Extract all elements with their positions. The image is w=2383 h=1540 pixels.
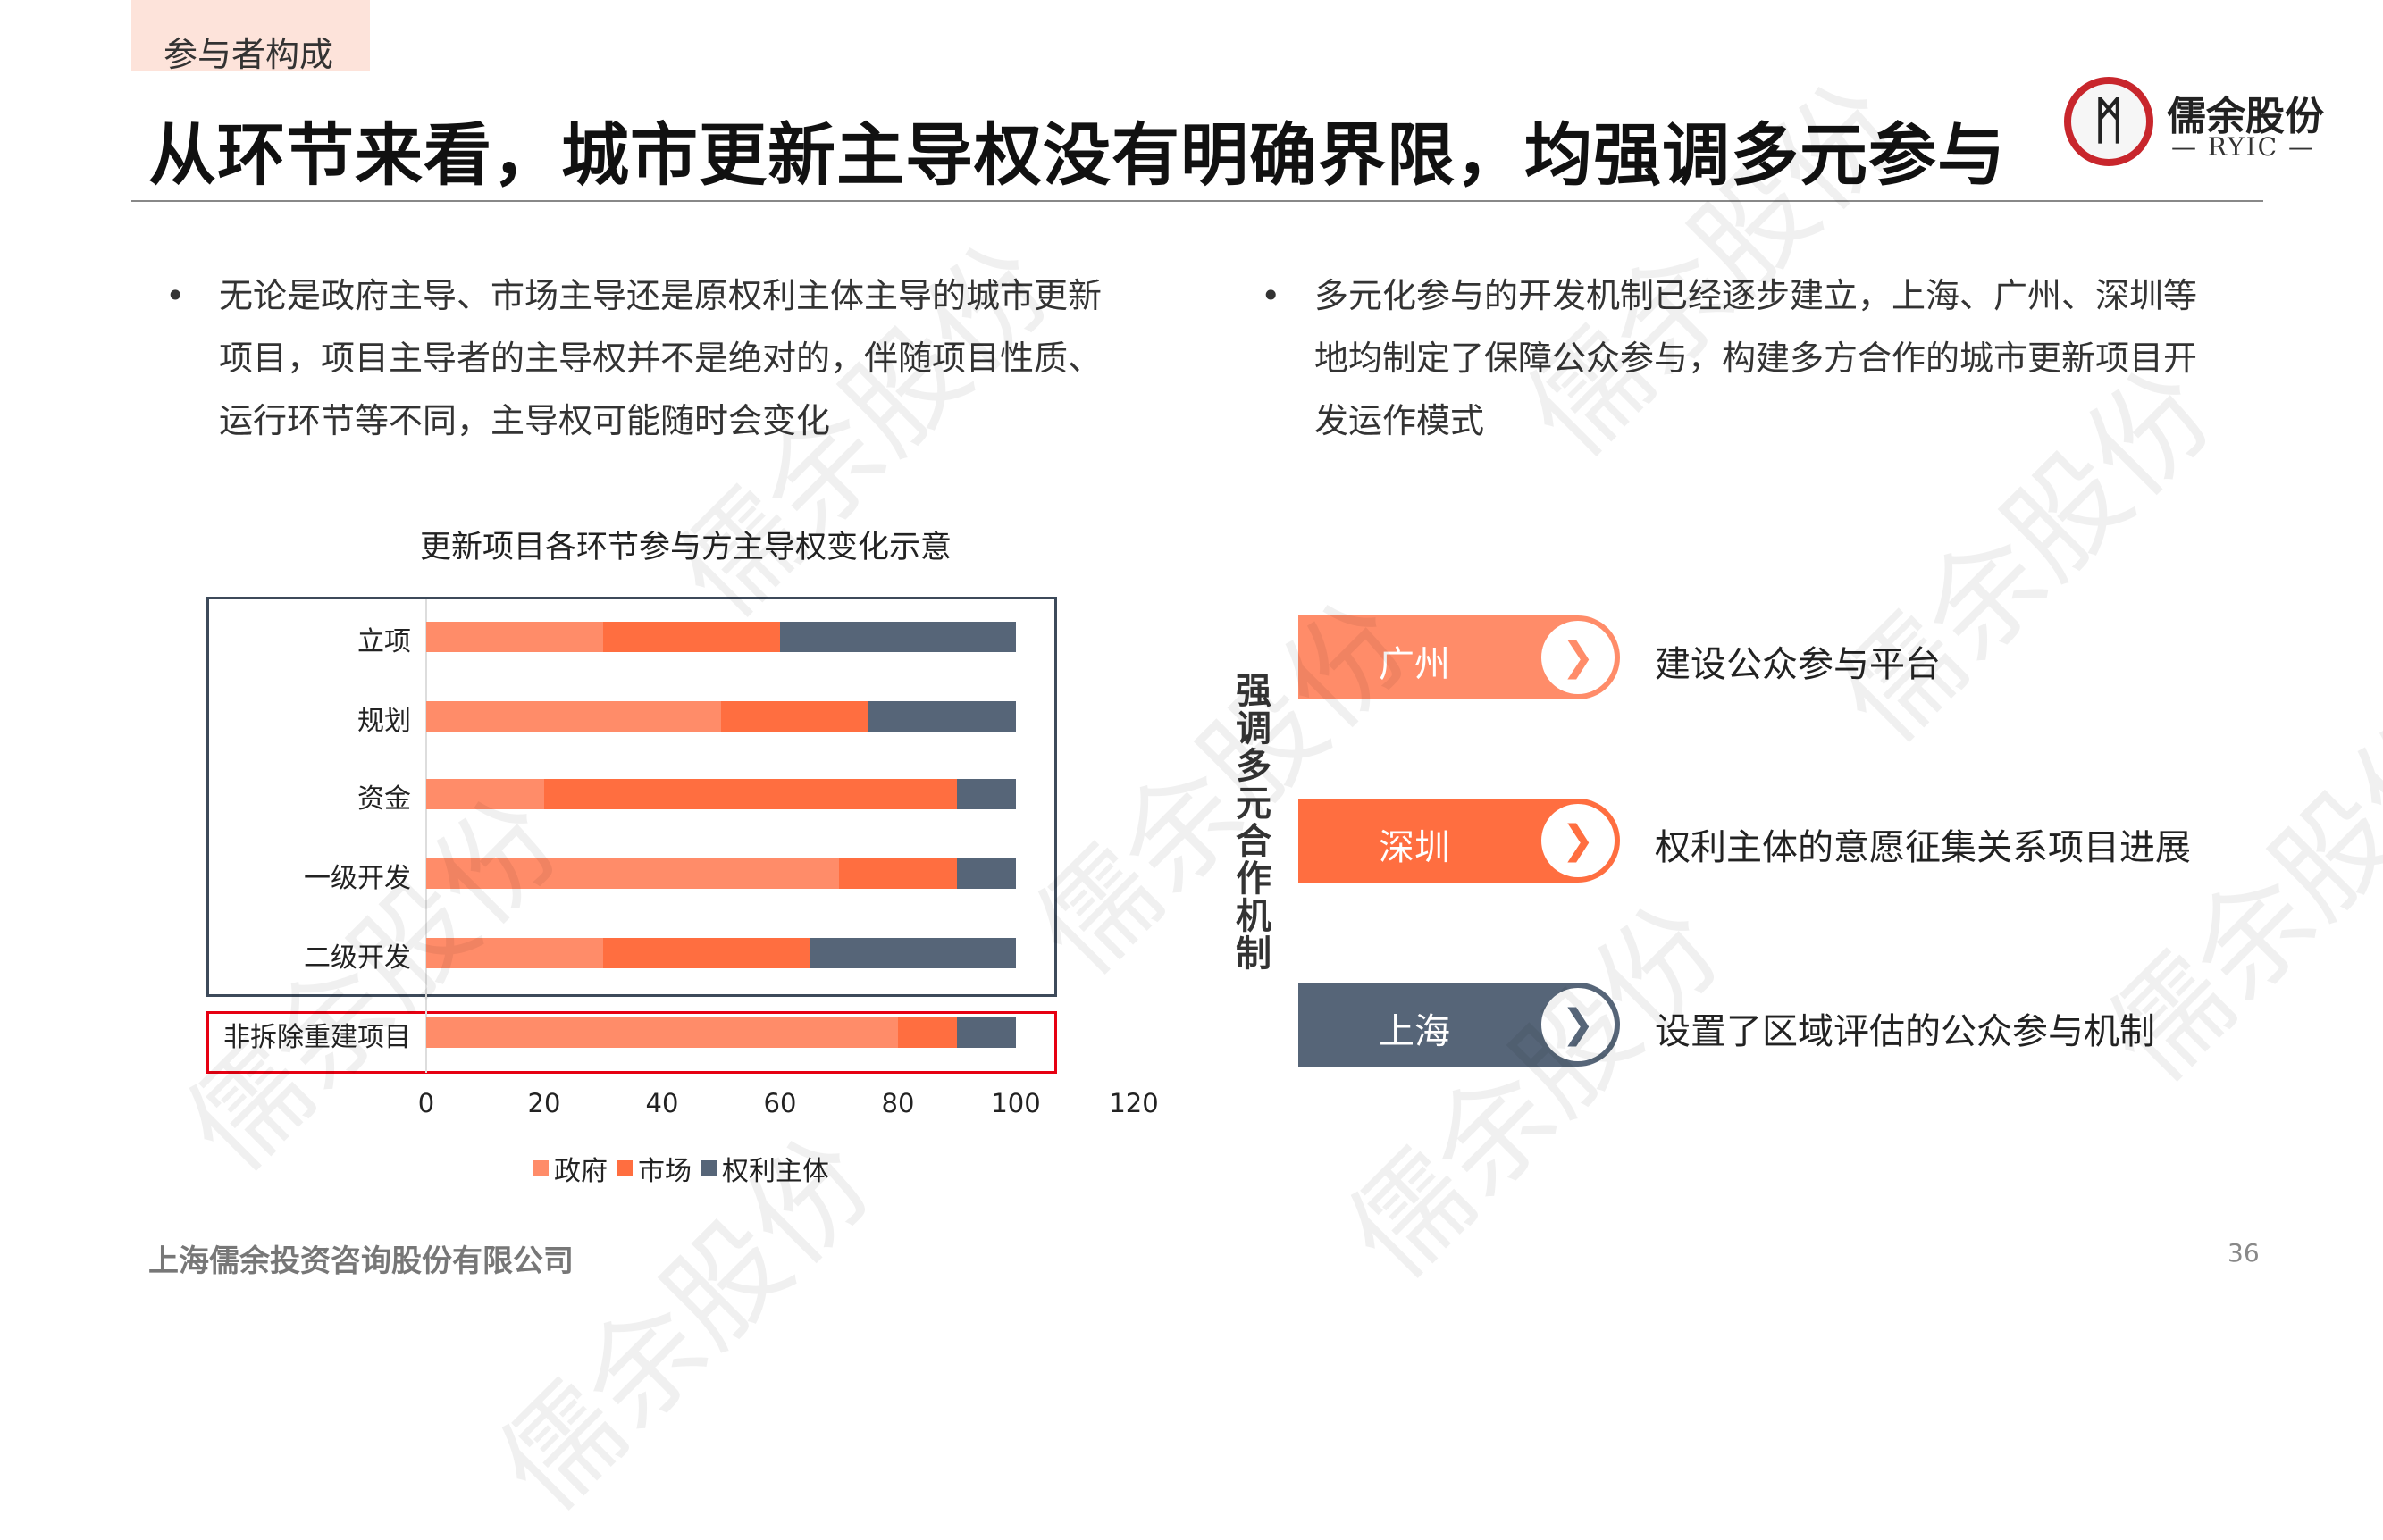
- x-tick-label: 80: [881, 1088, 915, 1118]
- mechanism-description: 建设公众参与平台: [1655, 644, 1941, 685]
- logo-subtitle: — RYIC —: [2171, 132, 2315, 162]
- y-axis-line: [425, 599, 427, 1073]
- city-label: 广州: [1379, 644, 1450, 685]
- x-tick-label: 20: [527, 1088, 561, 1118]
- footer-company: 上海儒余投资咨询股份有限公司: [148, 1243, 574, 1279]
- page-number: 36: [2228, 1238, 2260, 1268]
- legend-label: 权利主体: [722, 1156, 829, 1187]
- city-pill-1[interactable]: 深圳 ❯: [1298, 799, 1620, 883]
- bullet-line: 发运作模式: [1314, 401, 1485, 440]
- x-tick-label: 0: [417, 1088, 435, 1118]
- chart-title: 更新项目各环节参与方主导权变化示意: [420, 530, 952, 565]
- category-label: 非拆除重建项目: [223, 1022, 411, 1053]
- company-logo: ᛗ: [2064, 77, 2153, 166]
- x-tick-label: 100: [991, 1088, 1041, 1118]
- bar-segment-政府: [426, 1017, 898, 1048]
- city-pill-0[interactable]: 广州 ❯: [1298, 615, 1620, 699]
- bullet-line: 地均制定了保障公众参与，构建多方合作的城市更新项目开: [1314, 339, 2198, 378]
- section-tag: 参与者构成: [131, 0, 370, 74]
- bullet-line: 多元化参与的开发机制已经逐步建立，上海、广州、深圳等: [1314, 276, 2198, 315]
- x-tick-label: 40: [645, 1088, 679, 1118]
- city-pill-2[interactable]: 上海 ❯: [1298, 983, 1620, 1067]
- bar-segment-权利主体: [957, 858, 1016, 889]
- logo-name: 儒余股份: [2167, 94, 2324, 139]
- legend-item: 权利主体: [701, 1149, 829, 1188]
- category-label: 一级开发: [304, 863, 411, 894]
- bullet-dot: •: [165, 276, 186, 315]
- bar-segment-权利主体: [957, 779, 1016, 809]
- mechanism-description: 权利主体的意愿征集关系项目进展: [1655, 827, 2191, 868]
- chevron-right-icon: ❯: [1541, 988, 1615, 1061]
- city-label: 深圳: [1379, 827, 1450, 868]
- bar-segment-市场: [721, 701, 868, 732]
- bullet-line: 无论是政府主导、市场主导还是原权利主体主导的城市更新: [219, 276, 1103, 315]
- bar-segment-政府: [426, 622, 603, 652]
- bar-segment-市场: [603, 938, 810, 968]
- mechanism-description: 设置了区域评估的公众参与机制: [1655, 1011, 2155, 1052]
- legend-swatch: [701, 1160, 717, 1176]
- x-tick-label: 60: [763, 1088, 797, 1118]
- bar-segment-市场: [898, 1017, 957, 1048]
- legend-swatch: [533, 1160, 549, 1176]
- category-label: 规划: [357, 706, 411, 737]
- title-divider: [131, 200, 2263, 202]
- legend-item: 政府: [533, 1149, 608, 1188]
- legend-swatch: [617, 1160, 633, 1176]
- bullet-line: 项目，项目主导者的主导权并不是绝对的，伴随项目性质、: [219, 339, 1103, 378]
- x-tick-label: 120: [1109, 1088, 1159, 1118]
- bullet-line: 运行环节等不同，主导权可能随时会变化: [219, 401, 831, 440]
- category-label: 二级开发: [304, 942, 411, 974]
- bullet-dot: •: [1261, 276, 1281, 315]
- page-title: 从环节来看，城市更新主导权没有明确界限，均强调多元参与: [148, 115, 2006, 195]
- bar-segment-政府: [426, 779, 544, 809]
- legend-item: 市场: [617, 1149, 692, 1188]
- bar-segment-权利主体: [780, 622, 1016, 652]
- category-label: 立项: [357, 626, 411, 657]
- highlight-frame: [206, 1011, 1057, 1074]
- legend-label: 市场: [638, 1156, 692, 1187]
- chevron-right-icon: ❯: [1541, 621, 1615, 694]
- bullet-right: • 多元化参与的开发机制已经逐步建立，上海、广州、深圳等 地均制定了保障公众参与…: [1261, 264, 2244, 452]
- chart-frame: [206, 597, 1057, 997]
- bar-segment-政府: [426, 858, 839, 889]
- bar-segment-权利主体: [957, 1017, 1016, 1048]
- bar-segment-市场: [544, 779, 957, 809]
- watermark: 儒余股份: [1322, 879, 1748, 1304]
- category-label: 资金: [357, 783, 411, 815]
- bar-segment-政府: [426, 938, 603, 968]
- bar-segment-市场: [603, 622, 780, 652]
- chevron-right-icon: ❯: [1541, 804, 1615, 877]
- bar-segment-权利主体: [868, 701, 1016, 732]
- bar-segment-政府: [426, 701, 721, 732]
- bar-segment-市场: [839, 858, 957, 889]
- bullet-left: • 无论是政府主导、市场主导还是原权利主体主导的城市更新 项目，项目主导者的主导…: [165, 264, 1148, 452]
- chart-legend: 政府 市场 权利主体: [533, 1149, 829, 1188]
- mechanism-label: 强调多元合作机制: [1229, 672, 1271, 972]
- legend-label: 政府: [554, 1156, 608, 1187]
- bar-segment-权利主体: [810, 938, 1016, 968]
- city-label: 上海: [1379, 1011, 1450, 1052]
